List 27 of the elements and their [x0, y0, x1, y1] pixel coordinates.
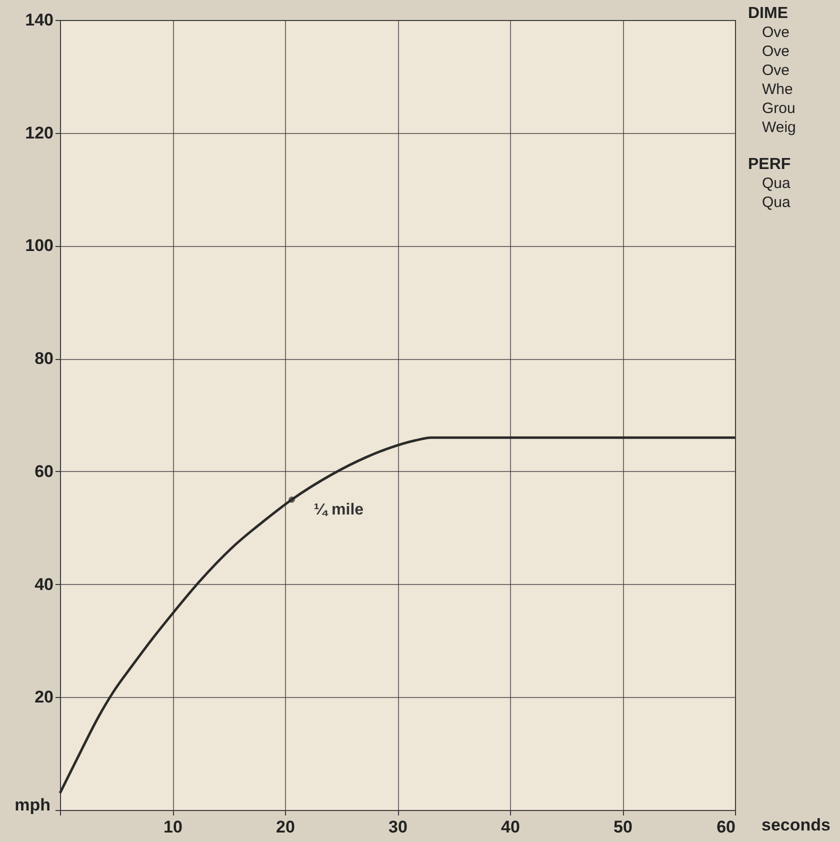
- y-tick-label: 40: [34, 574, 54, 594]
- text: Weig: [762, 118, 796, 137]
- x-tick-label: 50: [614, 818, 632, 836]
- text: Ove: [762, 42, 791, 61]
- text: Ove: [762, 23, 791, 42]
- annotation: ¼ mile: [314, 502, 364, 519]
- text: DIME: [748, 4, 789, 23]
- y-tick-label: 20: [34, 688, 54, 707]
- x-tick-label: 10: [164, 818, 182, 836]
- x-tick-label: 60: [716, 818, 736, 836]
- text: Ove: [762, 61, 791, 80]
- text: Whe: [762, 80, 794, 99]
- x-tick-label: 30: [388, 818, 408, 836]
- x-tick-label: 40: [501, 818, 520, 836]
- text: Grou: [762, 99, 796, 118]
- text: Qua: [762, 174, 792, 193]
- text: Qua: [762, 193, 792, 212]
- y-tick-label: 100: [25, 236, 54, 256]
- text: PERF: [748, 155, 792, 174]
- y-tick-label: 140: [25, 10, 54, 30]
- y-tick-label: 60: [34, 462, 54, 481]
- y-axis-title: mph: [14, 796, 50, 814]
- y-tick-label: 80: [34, 349, 54, 368]
- line-series: [58, 436, 736, 794]
- x-axis-title: seconds: [762, 816, 830, 834]
- x-tick-label: 20: [276, 818, 295, 836]
- y-tick-label: 120: [25, 123, 54, 142]
